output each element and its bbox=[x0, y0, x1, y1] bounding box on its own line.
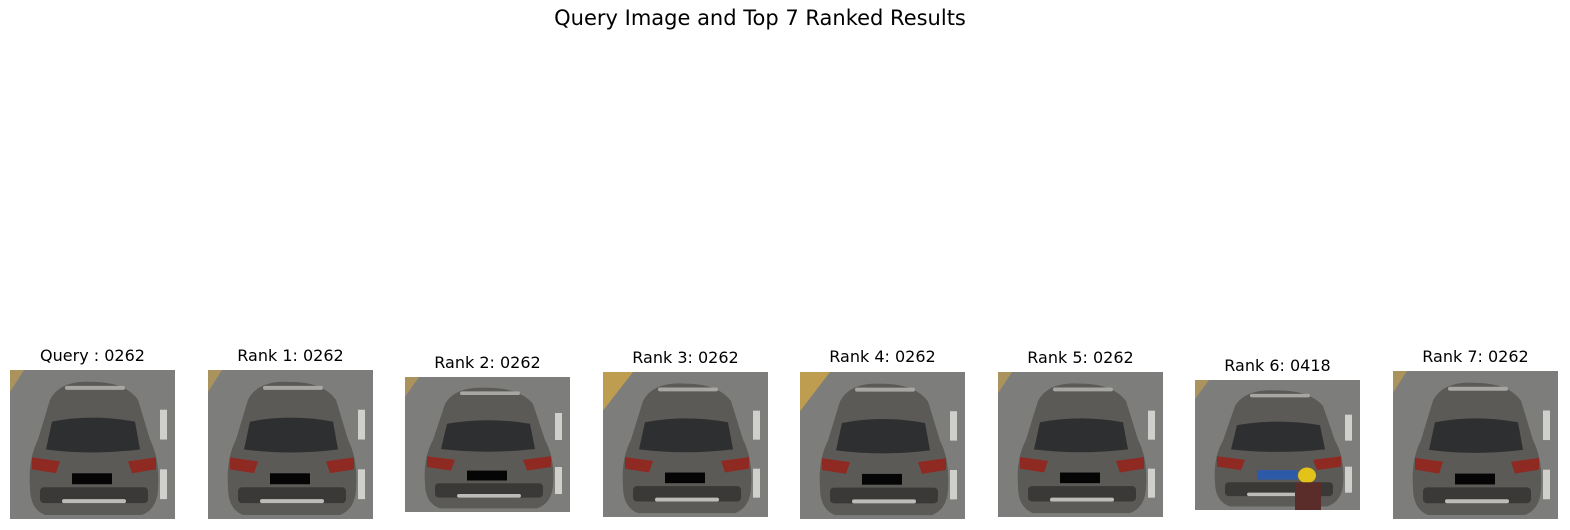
result-image bbox=[208, 370, 373, 519]
panel-label: Rank 3: 0262 bbox=[632, 348, 739, 367]
panel-label: Rank 4: 0262 bbox=[829, 347, 936, 366]
result-image bbox=[405, 377, 570, 512]
panel-label: Rank 1: 0262 bbox=[237, 346, 344, 365]
panel-label: Rank 5: 0262 bbox=[1027, 348, 1134, 367]
result-image bbox=[603, 372, 768, 517]
panel-label: Rank 6: 0418 bbox=[1224, 356, 1331, 375]
panel-label: Rank 7: 0262 bbox=[1422, 347, 1529, 366]
result-image bbox=[1393, 371, 1558, 519]
panel-label: Rank 2: 0262 bbox=[434, 353, 541, 372]
result-image bbox=[998, 372, 1163, 517]
result-image bbox=[1195, 380, 1360, 510]
panel-label: Query : 0262 bbox=[40, 346, 145, 365]
figure-title: Query Image and Top 7 Ranked Results bbox=[554, 6, 966, 30]
query-image bbox=[10, 370, 175, 519]
result-image bbox=[800, 372, 965, 519]
